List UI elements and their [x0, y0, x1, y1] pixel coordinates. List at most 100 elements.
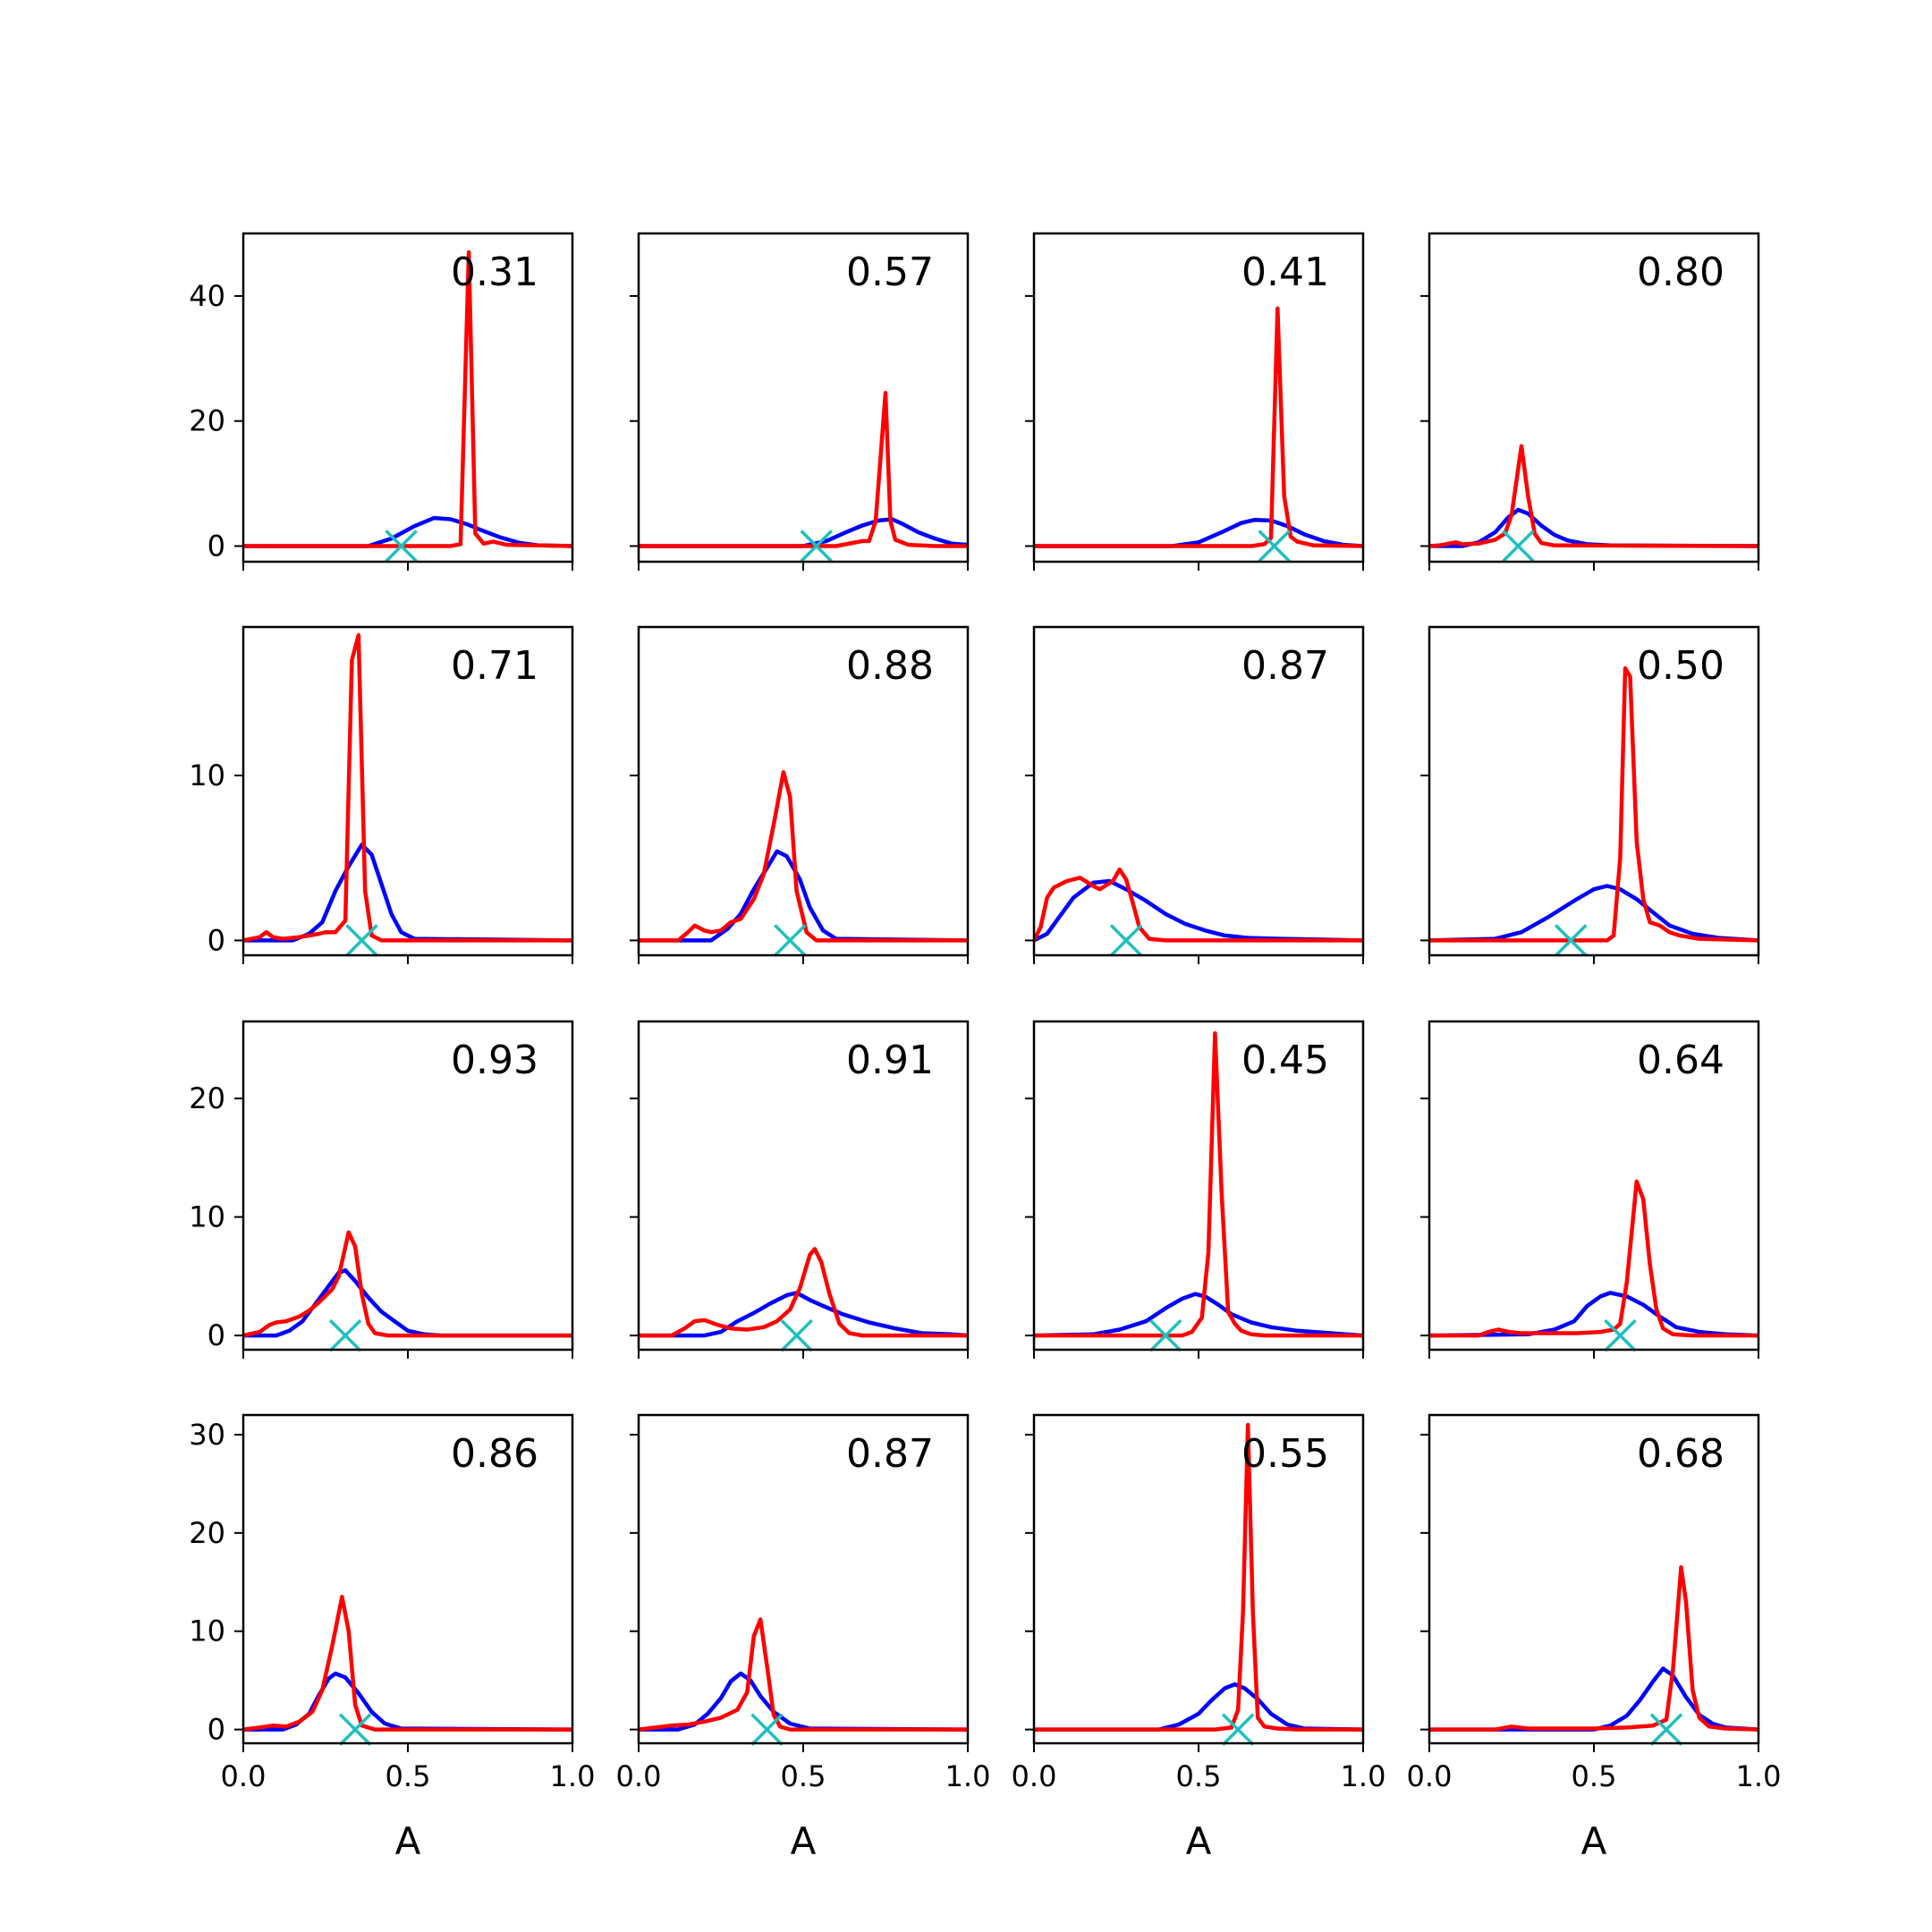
x-tick-label: 0.0	[221, 1759, 267, 1793]
panel-value-label: 0.87	[846, 1431, 934, 1477]
marker-x	[1148, 1318, 1182, 1352]
y-tick-label: 10	[189, 758, 225, 792]
panel-value-label: 0.57	[846, 250, 934, 295]
subplot-4-3: 0.0 0.5 1.0 0.55 A	[1012, 1413, 1385, 1863]
x-tick-label: 0.0	[616, 1759, 662, 1793]
panel-value-label: 0.31	[451, 250, 538, 295]
subplot-4-2: 0.0 0.5 1.0 0.87 A	[616, 1413, 990, 1863]
blue-curve	[1429, 1291, 1758, 1338]
marker-stroke	[1502, 530, 1535, 563]
red-curve	[1034, 1422, 1363, 1732]
panel-value-label: 0.71	[451, 643, 538, 689]
marker-stroke	[800, 530, 833, 563]
x-tick-label: 0.5	[1176, 1759, 1222, 1793]
y-tick-label: 30	[189, 1418, 225, 1452]
blue-curve	[1429, 1666, 1758, 1732]
marker-stroke	[1148, 1318, 1182, 1352]
marker-stroke	[750, 1713, 784, 1746]
red-curve	[1429, 444, 1758, 548]
y-tick-label: 0	[208, 530, 225, 564]
panel-value-label: 0.41	[1241, 250, 1329, 295]
panel-value-label: 0.88	[846, 643, 934, 689]
marker-x	[800, 530, 833, 563]
marker-stroke	[774, 924, 807, 957]
x-tick-label: 1.0	[1736, 1759, 1782, 1793]
marker-stroke	[1604, 1318, 1637, 1352]
marker-x	[780, 1318, 813, 1352]
blue-curve	[243, 1267, 572, 1338]
red-curve	[639, 391, 968, 548]
marker-stroke	[328, 1318, 362, 1352]
y-tick-label: 10	[189, 1614, 225, 1648]
y-tick-label: 0	[208, 1318, 225, 1352]
panel-value-label: 0.80	[1637, 250, 1724, 295]
panel-value-label: 0.64	[1637, 1038, 1724, 1083]
marker-x	[774, 924, 807, 957]
marker-x	[1649, 1713, 1683, 1746]
subplot-3-3: 0.45	[1025, 1020, 1365, 1359]
subplot-4-4: 0.0 0.5 1.0 0.68 A	[1407, 1413, 1782, 1863]
subplot-3-1: 0 10 20 0.93	[189, 1020, 574, 1359]
x-tick-label: 0.0	[1407, 1759, 1453, 1793]
blue-curve	[1034, 878, 1363, 943]
subplot-4-1: 0.0 0.5 1.0 0 10 20 30 0.86 A	[189, 1413, 596, 1863]
panel-value-label: 0.86	[451, 1431, 538, 1477]
y-tick-label: 40	[189, 279, 225, 313]
subplot-2-4: 0.50	[1420, 625, 1760, 964]
blue-curve	[1034, 517, 1363, 548]
blue-curve	[639, 1671, 968, 1732]
subplot-2-3: 0.87	[1025, 625, 1365, 964]
marker-x	[385, 530, 418, 563]
x-axis-label: A	[791, 1819, 817, 1863]
marker-stroke	[1555, 924, 1588, 957]
marker-x	[1258, 530, 1291, 563]
x-tick-label: 0.0	[1012, 1759, 1057, 1793]
marker-x	[345, 924, 378, 957]
x-axis-label: A	[1186, 1819, 1212, 1863]
marker-stroke	[345, 924, 378, 957]
x-tick-label: 0.5	[1572, 1759, 1617, 1793]
x-tick-label: 1.0	[550, 1759, 596, 1793]
subplot-2-2: 0.88	[630, 625, 970, 964]
marker-x	[1502, 530, 1535, 563]
panel-value-label: 0.45	[1241, 1038, 1329, 1083]
marker-stroke	[385, 530, 418, 563]
red-curve	[1034, 867, 1363, 943]
subplot-1-3: 0.41	[1025, 232, 1365, 571]
blue-curve	[243, 515, 572, 548]
x-tick-label: 0.5	[386, 1759, 431, 1793]
red-curve	[243, 1230, 572, 1338]
panel-value-label: 0.87	[1241, 643, 1329, 689]
blue-curve	[639, 849, 968, 943]
y-tick-label: 20	[189, 1081, 225, 1115]
blue-curve	[1429, 507, 1758, 548]
subplot-1-4: 0.80	[1420, 232, 1760, 571]
x-tick-label: 0.5	[781, 1759, 826, 1793]
marker-stroke	[1221, 1713, 1255, 1746]
subplot-1-2: 0.57	[630, 232, 970, 571]
marker-x	[338, 1713, 372, 1746]
marker-stroke	[1109, 924, 1143, 957]
red-curve	[639, 1247, 968, 1338]
red-curve	[1429, 1179, 1758, 1338]
marker-stroke	[338, 1713, 372, 1746]
red-curve	[639, 770, 968, 943]
y-tick-label: 0	[208, 1713, 225, 1747]
red-curve	[1034, 306, 1363, 548]
subplot-1-1: 0 20 40 0.31	[189, 232, 574, 571]
x-axis-label: A	[1581, 1819, 1607, 1863]
red-curve	[1429, 1565, 1758, 1732]
red-curve	[243, 250, 572, 548]
marker-x	[328, 1318, 362, 1352]
y-tick-label: 20	[189, 1516, 225, 1550]
marker-x	[1555, 924, 1588, 957]
red-curve	[1429, 665, 1758, 943]
marker-stroke	[780, 1318, 813, 1352]
blue-curve	[1034, 1292, 1363, 1338]
subplot-2-1: 0 10 0.71	[189, 625, 574, 964]
marker-stroke	[1258, 530, 1291, 563]
marker-x	[750, 1713, 784, 1746]
red-curve	[243, 632, 572, 943]
blue-curve	[1429, 884, 1758, 943]
